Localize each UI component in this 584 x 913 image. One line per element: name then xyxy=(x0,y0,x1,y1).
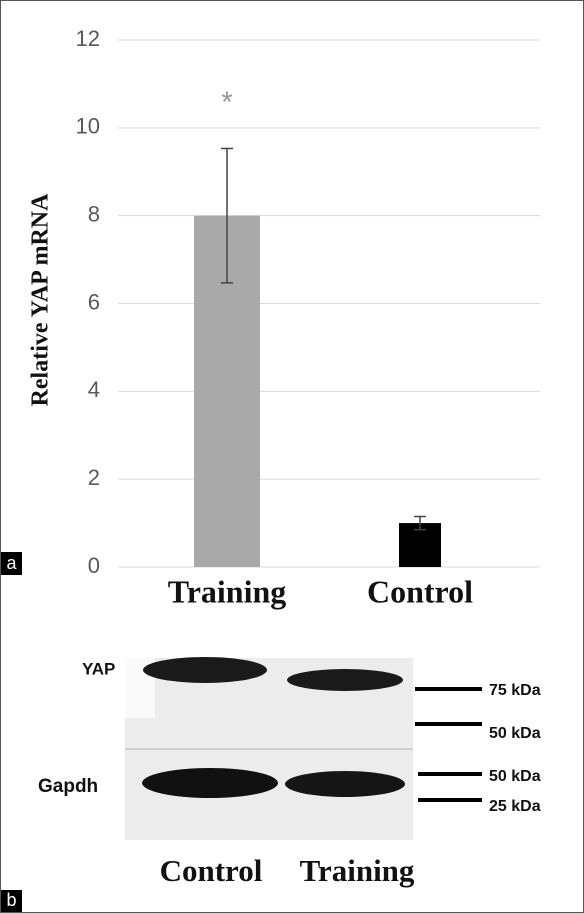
annotation: * xyxy=(221,86,233,119)
lane-label: Training xyxy=(300,853,415,888)
y-tick-label: 12 xyxy=(76,26,100,51)
blot-row-label: YAP xyxy=(82,659,115,678)
y-axis-label: Relative YAP mRNA xyxy=(28,193,54,407)
panel-label: b xyxy=(6,890,16,910)
marker-label: 50 kDa xyxy=(489,725,541,742)
panel-label: a xyxy=(6,553,17,573)
lane-label: Control xyxy=(160,853,263,888)
y-tick-label: 4 xyxy=(88,377,100,402)
blot-row-label: Gapdh xyxy=(38,776,98,797)
x-tick-label: Control xyxy=(367,573,473,609)
error-bar xyxy=(414,515,426,531)
panel-label-box xyxy=(1,890,22,912)
y-tick-label: 2 xyxy=(88,465,100,490)
y-tick-label: 8 xyxy=(88,201,100,226)
blot-image xyxy=(125,657,482,840)
y-tick-label: 10 xyxy=(76,114,100,139)
x-tick-label: Training xyxy=(168,573,287,609)
panel-label-box xyxy=(1,552,22,575)
y-tick-label: 0 xyxy=(88,553,100,578)
marker-label: 50 kDa xyxy=(489,768,541,785)
marker-label: 25 kDa xyxy=(489,798,541,815)
marker-label: 75 kDa xyxy=(489,682,541,699)
y-tick-label: 6 xyxy=(88,289,100,314)
error-bar xyxy=(221,147,233,284)
